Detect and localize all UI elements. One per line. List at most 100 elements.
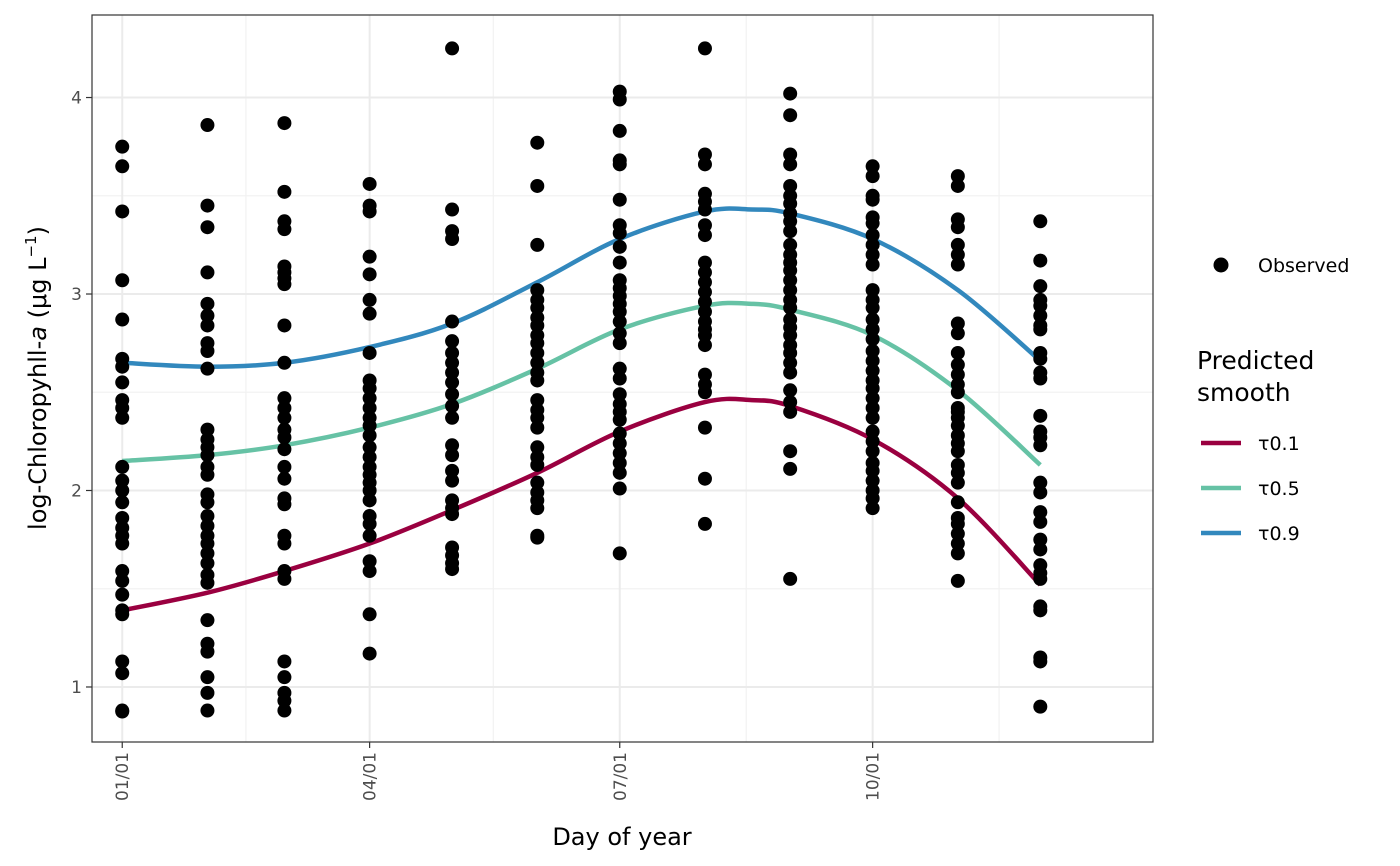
observed-point — [530, 440, 545, 455]
observed-point — [783, 365, 798, 380]
observed-point — [865, 169, 880, 184]
observed-point — [530, 457, 545, 472]
observed-point — [445, 410, 460, 425]
observed-point — [1033, 214, 1048, 229]
observed-point — [362, 528, 377, 543]
observed-point — [783, 383, 798, 398]
observed-point — [783, 273, 798, 288]
observed-point — [865, 192, 880, 207]
observed-point — [1033, 371, 1048, 386]
observed-point — [1033, 298, 1048, 313]
observed-point — [200, 343, 215, 358]
observed-point — [277, 670, 292, 685]
legend-series-label: τ0.1 — [1258, 433, 1300, 455]
observed-point — [530, 373, 545, 388]
observed-point — [1033, 505, 1048, 520]
observed-point — [697, 304, 712, 319]
observed-point — [1033, 475, 1048, 490]
observed-point — [530, 530, 545, 545]
observed-point — [1033, 322, 1048, 337]
y-tick-label: 1 — [71, 678, 82, 698]
observed-point — [612, 455, 627, 470]
observed-point — [115, 459, 130, 474]
observed-point — [362, 391, 377, 406]
observed-point — [865, 322, 880, 337]
observed-point — [783, 328, 798, 343]
observed-point — [362, 249, 377, 264]
observed-point — [115, 159, 130, 174]
observed-point — [530, 501, 545, 516]
observed-point — [277, 693, 292, 708]
observed-point — [697, 367, 712, 382]
legend-series-label: τ0.9 — [1258, 523, 1300, 545]
observed-point — [362, 440, 377, 455]
observed-point — [950, 516, 965, 531]
observed-point — [277, 222, 292, 237]
observed-point — [697, 265, 712, 280]
observed-point — [1033, 699, 1048, 714]
y-axis: 1 2 3 4 — [71, 89, 92, 698]
observed-point — [362, 450, 377, 465]
observed-point — [362, 428, 377, 443]
observed-point — [115, 483, 130, 498]
observed-point — [277, 703, 292, 718]
observed-point — [445, 507, 460, 522]
observed-point — [865, 247, 880, 262]
observed-point — [277, 391, 292, 406]
observed-point — [697, 41, 712, 56]
observed-point — [200, 495, 215, 510]
observed-point — [783, 461, 798, 476]
observed-point — [115, 410, 130, 425]
observed-point — [115, 511, 130, 526]
observed-point — [865, 501, 880, 516]
observed-point — [612, 192, 627, 207]
observed-point — [200, 685, 215, 700]
observed-point — [200, 703, 215, 718]
observed-point — [783, 263, 798, 278]
observed-point — [950, 237, 965, 252]
observed-point — [200, 296, 215, 311]
observed-point — [950, 385, 965, 400]
observed-point — [612, 326, 627, 341]
observed-point — [362, 381, 377, 396]
observed-point — [697, 202, 712, 217]
observed-point — [783, 345, 798, 360]
observed-point — [277, 459, 292, 474]
observed-point — [1033, 571, 1048, 586]
legend-observed-key — [1213, 257, 1229, 273]
observed-point — [277, 318, 292, 333]
observed-point — [783, 178, 798, 193]
observed-point — [1033, 308, 1048, 323]
observed-point — [612, 361, 627, 376]
observed-point — [530, 318, 545, 333]
observed-point — [1033, 532, 1048, 547]
observed-point — [115, 573, 130, 588]
observed-point — [950, 475, 965, 490]
observed-point — [1033, 351, 1048, 366]
observed-point — [612, 481, 627, 496]
observed-point — [277, 116, 292, 131]
y-tick-label: 2 — [71, 481, 82, 501]
observed-point — [1033, 654, 1048, 669]
observed-point — [277, 400, 292, 415]
observed-point — [865, 491, 880, 506]
observed-point — [697, 218, 712, 233]
y-tick-label: 3 — [71, 285, 82, 305]
observed-point — [530, 178, 545, 193]
observed-point — [865, 312, 880, 327]
observed-point — [950, 357, 965, 372]
observed-point — [865, 332, 880, 347]
observed-point — [445, 41, 460, 56]
observed-point — [865, 391, 880, 406]
observed-point — [612, 336, 627, 351]
observed-point — [950, 257, 965, 272]
observed-point — [612, 546, 627, 561]
observed-point — [950, 247, 965, 262]
observed-point — [612, 157, 627, 172]
observed-point — [445, 345, 460, 360]
observed-point — [783, 224, 798, 239]
observed-point — [277, 571, 292, 586]
observed-point — [950, 367, 965, 382]
observed-point — [612, 426, 627, 441]
observed-point — [783, 404, 798, 419]
